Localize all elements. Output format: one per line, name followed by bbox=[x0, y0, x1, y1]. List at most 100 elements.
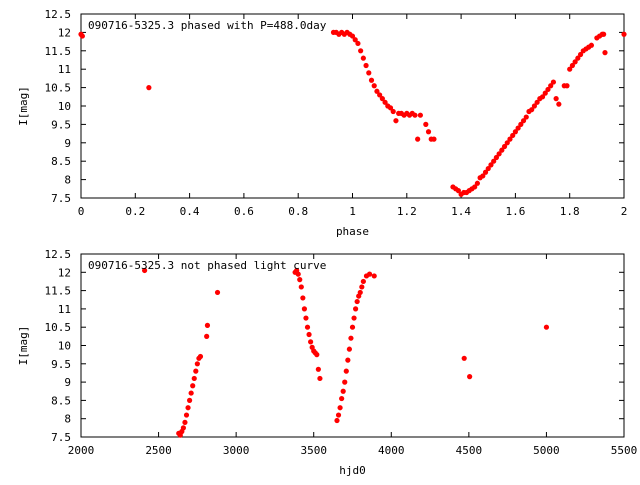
data-point bbox=[588, 42, 595, 48]
data-point bbox=[359, 284, 365, 290]
data-point bbox=[317, 375, 323, 382]
data-point bbox=[339, 395, 345, 402]
x-tick-label: 3500 bbox=[300, 444, 327, 457]
data-point bbox=[187, 397, 193, 403]
data-point bbox=[425, 129, 432, 135]
data-point bbox=[349, 324, 356, 330]
data-point bbox=[79, 33, 85, 39]
data-point bbox=[295, 271, 301, 277]
data-point bbox=[501, 143, 508, 150]
data-point bbox=[377, 92, 383, 98]
data-point bbox=[491, 158, 497, 164]
data-point bbox=[335, 412, 342, 418]
data-point bbox=[512, 129, 519, 135]
x-tick-label: 4000 bbox=[378, 444, 405, 457]
data-point bbox=[303, 315, 309, 321]
data-point bbox=[358, 48, 364, 54]
y-tick-label: 11 bbox=[58, 303, 71, 316]
data-point bbox=[346, 346, 352, 352]
data-point bbox=[467, 374, 473, 380]
x-tick-label: 1.4 bbox=[451, 205, 471, 218]
data-point bbox=[340, 388, 346, 394]
x-tick-label: 5500 bbox=[611, 444, 638, 457]
data-point bbox=[366, 271, 373, 277]
data-point bbox=[363, 62, 369, 69]
data-point bbox=[337, 405, 343, 411]
y-tick-label: 8.5 bbox=[51, 155, 71, 168]
y-tick-label: 11.5 bbox=[45, 285, 72, 298]
data-point bbox=[188, 390, 194, 396]
data-point bbox=[352, 37, 358, 43]
data-points bbox=[142, 267, 550, 438]
y-tick-label: 8 bbox=[64, 174, 71, 187]
data-point bbox=[298, 284, 304, 290]
data-point bbox=[185, 405, 191, 411]
y-axis-label: I[mag] bbox=[17, 326, 30, 366]
data-point bbox=[204, 322, 211, 328]
data-point bbox=[539, 94, 546, 100]
data-point bbox=[474, 180, 480, 186]
data-point bbox=[542, 90, 548, 96]
data-point bbox=[415, 136, 421, 142]
y-tick-label: 9 bbox=[64, 137, 71, 150]
data-point bbox=[374, 88, 380, 94]
y-tick-label: 12 bbox=[58, 26, 71, 39]
y-tick-label: 10.5 bbox=[45, 321, 72, 334]
data-point bbox=[567, 66, 573, 72]
y-tick-label: 7.5 bbox=[51, 192, 71, 205]
data-point bbox=[564, 83, 570, 89]
data-point bbox=[308, 339, 314, 345]
x-tick-label: 0.6 bbox=[234, 205, 254, 218]
x-tick-label: 4500 bbox=[456, 444, 483, 457]
data-point bbox=[417, 112, 423, 118]
data-point bbox=[379, 96, 385, 102]
x-tick-label: 3000 bbox=[223, 444, 250, 457]
panel-top: 0 0.2 0.4 0.6 0.8 1 1.2 1.4 1.6 1.8 2 7.5 8 8.5 9 9.5 10… bbox=[17, 8, 627, 238]
y-tick-label: 10 bbox=[58, 340, 71, 353]
y-tick-label: 9.5 bbox=[51, 358, 71, 371]
y-tick-label: 12.5 bbox=[45, 8, 72, 21]
data-point bbox=[510, 132, 516, 139]
data-point bbox=[531, 103, 538, 109]
x-tick-label: 2 bbox=[621, 205, 628, 218]
data-point bbox=[472, 184, 478, 190]
x-tick-label: 1.2 bbox=[397, 205, 417, 218]
y-tick-label: 10 bbox=[58, 100, 71, 113]
data-point bbox=[315, 366, 321, 372]
y-tick-label: 10.5 bbox=[45, 82, 72, 95]
data-point bbox=[485, 165, 491, 172]
panel-bottom: 2000 2500 3000 3500 4000 4500 5000 5500 7.5 8 8.5 9… bbox=[17, 248, 637, 477]
data-point bbox=[601, 31, 607, 37]
y-axis-label: I[mag] bbox=[17, 86, 30, 126]
x-tick-label: 2000 bbox=[68, 444, 95, 457]
chart-title: 090716-5325.3 not phased light curve bbox=[88, 259, 326, 272]
data-point bbox=[621, 31, 627, 37]
data-point bbox=[572, 59, 578, 65]
data-point bbox=[390, 108, 396, 115]
x-tick-label: 1.6 bbox=[505, 205, 525, 218]
data-point bbox=[360, 278, 366, 285]
data-point bbox=[577, 51, 584, 58]
data-point bbox=[518, 121, 524, 127]
data-point bbox=[304, 324, 311, 330]
data-point bbox=[348, 335, 354, 341]
y-tick-label: 9.5 bbox=[51, 118, 71, 131]
data-point bbox=[194, 361, 200, 367]
data-point bbox=[575, 55, 581, 61]
data-point bbox=[499, 147, 505, 153]
data-point bbox=[520, 118, 527, 124]
data-point bbox=[507, 136, 513, 142]
x-axis-label: hjd0 bbox=[339, 464, 366, 477]
data-point bbox=[357, 289, 363, 296]
y-tick-label: 12 bbox=[58, 266, 71, 279]
x-axis-label: phase bbox=[336, 225, 369, 238]
data-point bbox=[569, 62, 576, 69]
data-point bbox=[214, 289, 221, 296]
y-tick-label: 12.5 bbox=[45, 248, 72, 261]
data-point bbox=[488, 162, 494, 168]
data-point bbox=[354, 298, 360, 305]
data-point bbox=[306, 331, 312, 338]
